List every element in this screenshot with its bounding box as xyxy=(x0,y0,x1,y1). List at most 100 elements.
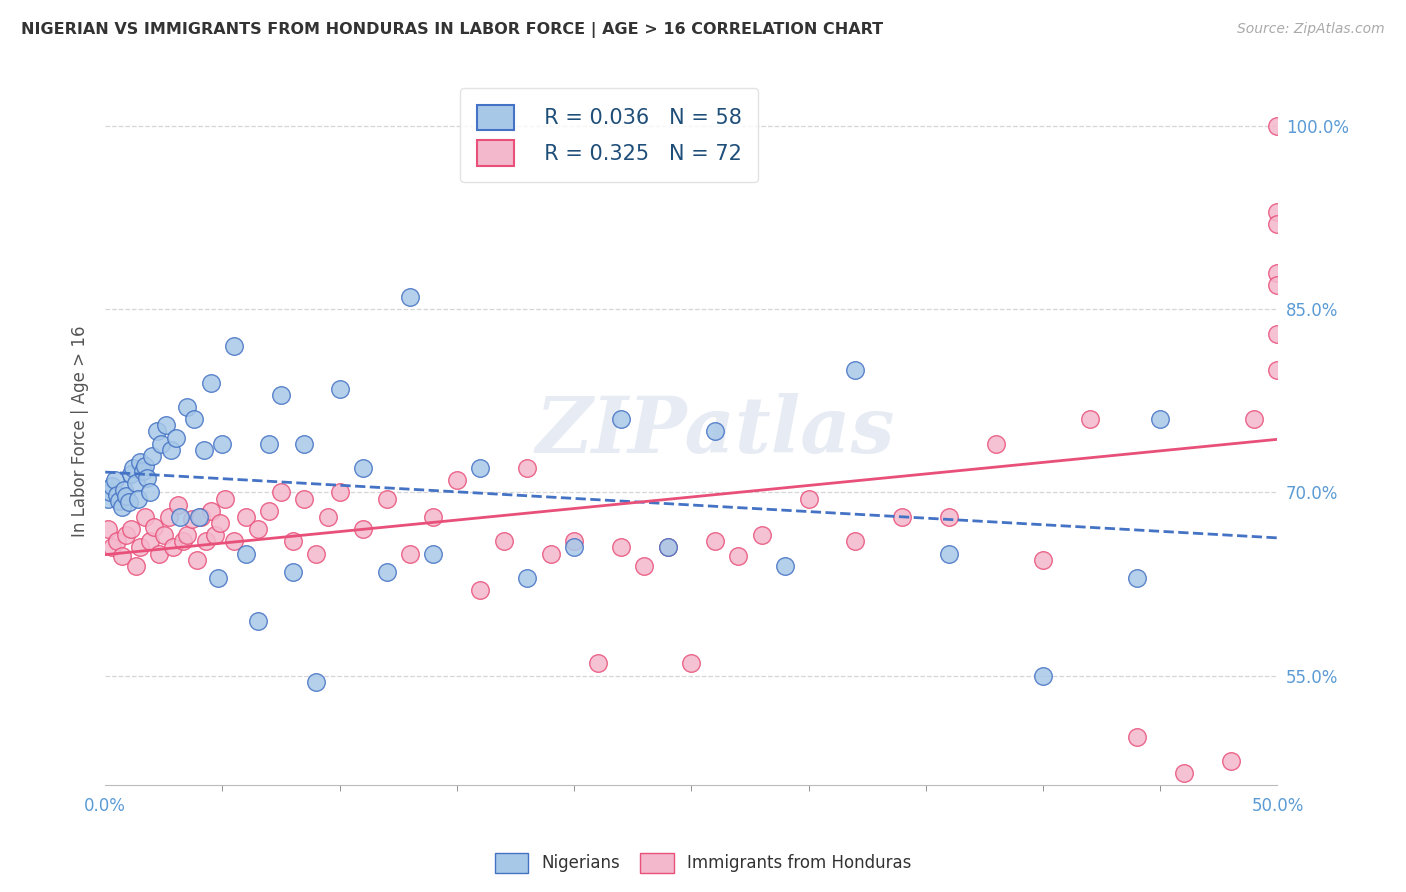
Point xyxy=(610,541,633,555)
Point xyxy=(516,571,538,585)
Point xyxy=(172,534,194,549)
Point xyxy=(586,657,609,671)
Point xyxy=(610,412,633,426)
Point xyxy=(118,495,141,509)
Point xyxy=(96,491,118,506)
Text: Source: ZipAtlas.com: Source: ZipAtlas.com xyxy=(1237,22,1385,37)
Point xyxy=(751,528,773,542)
Point xyxy=(235,547,257,561)
Point xyxy=(155,418,177,433)
Point xyxy=(1267,363,1289,377)
Point xyxy=(1267,217,1289,231)
Point xyxy=(1032,668,1054,682)
Point xyxy=(122,461,145,475)
Point xyxy=(1149,412,1171,426)
Point xyxy=(470,583,492,598)
Point xyxy=(104,473,127,487)
Point xyxy=(375,565,398,579)
Point xyxy=(1267,277,1289,292)
Point xyxy=(181,512,204,526)
Point xyxy=(1267,266,1289,280)
Point xyxy=(1078,412,1101,426)
Point xyxy=(305,547,328,561)
Point xyxy=(446,473,468,487)
Point xyxy=(207,571,229,585)
Point xyxy=(211,436,233,450)
Point xyxy=(101,541,124,555)
Point xyxy=(1219,754,1241,768)
Point xyxy=(259,436,281,450)
Point xyxy=(703,534,725,549)
Point xyxy=(562,541,585,555)
Legend:   R = 0.036   N = 58,   R = 0.325   N = 72: R = 0.036 N = 58, R = 0.325 N = 72 xyxy=(460,87,758,183)
Point xyxy=(111,500,134,515)
Point xyxy=(148,547,170,561)
Point xyxy=(938,547,960,561)
Point xyxy=(108,494,131,508)
Point xyxy=(1126,571,1149,585)
Point xyxy=(195,534,218,549)
Point xyxy=(136,471,159,485)
Point xyxy=(167,498,190,512)
Point xyxy=(984,436,1007,450)
Point xyxy=(105,488,128,502)
Point xyxy=(157,509,180,524)
Point xyxy=(1243,412,1265,426)
Point xyxy=(1267,204,1289,219)
Point xyxy=(176,400,198,414)
Point xyxy=(281,565,304,579)
Point xyxy=(422,547,444,561)
Point xyxy=(153,528,176,542)
Point xyxy=(183,412,205,426)
Point xyxy=(399,290,422,304)
Point xyxy=(214,491,236,506)
Point xyxy=(120,467,142,482)
Point xyxy=(98,485,121,500)
Legend: Nigerians, Immigrants from Honduras: Nigerians, Immigrants from Honduras xyxy=(488,847,918,880)
Point xyxy=(105,534,128,549)
Y-axis label: In Labor Force | Age > 16: In Labor Force | Age > 16 xyxy=(72,326,89,537)
Point xyxy=(294,436,316,450)
Point xyxy=(246,614,269,628)
Point xyxy=(165,431,187,445)
Point xyxy=(125,558,148,573)
Point xyxy=(681,657,703,671)
Point xyxy=(657,541,679,555)
Point xyxy=(246,522,269,536)
Point xyxy=(235,509,257,524)
Point xyxy=(224,534,246,549)
Point xyxy=(329,382,352,396)
Point xyxy=(146,425,169,439)
Point xyxy=(259,504,281,518)
Point xyxy=(562,534,585,549)
Point xyxy=(134,458,156,473)
Point xyxy=(352,461,374,475)
Point xyxy=(1267,326,1289,341)
Point xyxy=(188,509,211,524)
Point xyxy=(727,549,749,563)
Point xyxy=(281,534,304,549)
Point xyxy=(129,455,152,469)
Point xyxy=(115,489,138,503)
Point xyxy=(375,491,398,506)
Point xyxy=(1173,766,1195,780)
Point xyxy=(422,509,444,524)
Point xyxy=(891,509,914,524)
Point xyxy=(470,461,492,475)
Point xyxy=(844,363,866,377)
Point xyxy=(773,558,796,573)
Point xyxy=(270,485,292,500)
Point xyxy=(1267,120,1289,134)
Point xyxy=(209,516,232,530)
Point xyxy=(162,541,184,555)
Point xyxy=(329,485,352,500)
Point xyxy=(204,528,226,542)
Point xyxy=(129,541,152,555)
Point xyxy=(115,528,138,542)
Point xyxy=(270,388,292,402)
Point xyxy=(540,547,562,561)
Point xyxy=(141,449,163,463)
Point xyxy=(200,376,222,390)
Text: NIGERIAN VS IMMIGRANTS FROM HONDURAS IN LABOR FORCE | AGE > 16 CORRELATION CHART: NIGERIAN VS IMMIGRANTS FROM HONDURAS IN … xyxy=(21,22,883,38)
Point xyxy=(316,509,339,524)
